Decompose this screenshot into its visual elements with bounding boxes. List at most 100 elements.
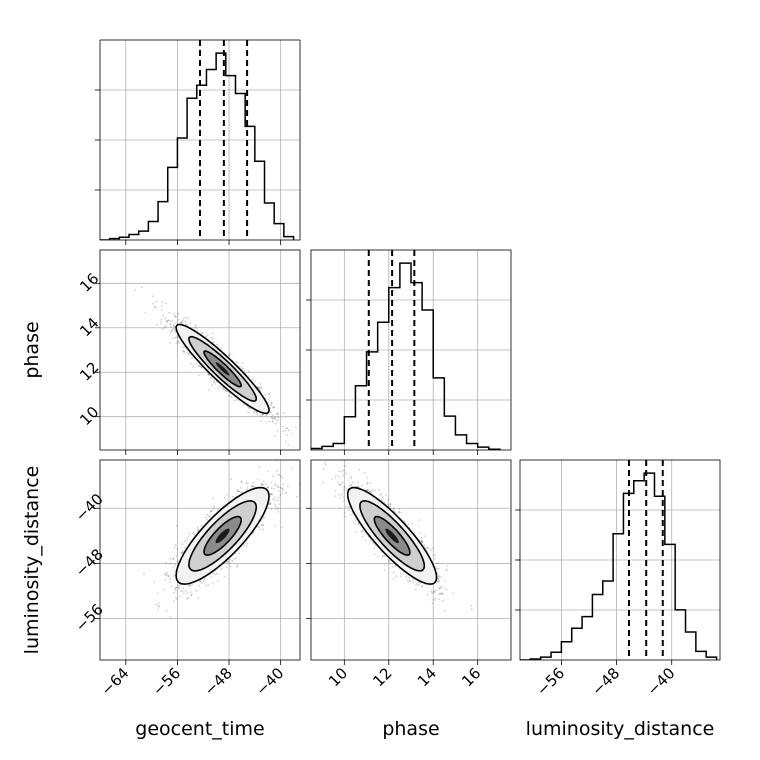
sample-point bbox=[345, 505, 347, 508]
sample-point bbox=[253, 410, 256, 413]
sample-point bbox=[277, 473, 279, 476]
sample-point bbox=[238, 552, 241, 555]
sample-point bbox=[433, 598, 435, 601]
sample-point bbox=[279, 475, 282, 478]
sample-point bbox=[230, 395, 233, 398]
sample-point bbox=[256, 413, 258, 416]
sample-point bbox=[178, 585, 180, 587]
sample-point bbox=[223, 575, 226, 578]
sample-point bbox=[388, 560, 390, 562]
sample-point bbox=[264, 394, 267, 396]
sample-point bbox=[173, 329, 176, 332]
histogram-step-line bbox=[100, 52, 295, 240]
sample-point bbox=[432, 547, 435, 550]
sample-point bbox=[197, 374, 200, 377]
sample-point bbox=[177, 318, 180, 321]
sample-point bbox=[209, 515, 212, 518]
sample-point bbox=[155, 300, 158, 303]
x-tick-label: −40 bbox=[252, 664, 287, 699]
sample-point bbox=[186, 597, 189, 600]
sample-point bbox=[174, 588, 177, 590]
sample-point bbox=[184, 320, 187, 323]
sample-point bbox=[192, 365, 195, 368]
sample-point bbox=[284, 430, 287, 432]
sample-point bbox=[199, 581, 202, 583]
sample-point bbox=[262, 524, 264, 526]
sample-point bbox=[334, 477, 337, 479]
sample-point bbox=[258, 528, 261, 531]
sample-point bbox=[205, 584, 207, 587]
sample-point bbox=[200, 366, 203, 368]
sample-point bbox=[143, 572, 145, 575]
sample-point bbox=[266, 487, 269, 490]
sample-point bbox=[247, 482, 249, 485]
sample-point bbox=[270, 481, 273, 484]
sample-point bbox=[181, 319, 184, 322]
sample-point bbox=[250, 485, 253, 488]
sample-point bbox=[151, 295, 154, 298]
sample-point bbox=[156, 323, 158, 326]
sample-point bbox=[341, 493, 344, 496]
sample-point bbox=[392, 578, 395, 580]
sample-point bbox=[287, 485, 289, 487]
sample-point bbox=[258, 388, 261, 391]
sample-point bbox=[267, 470, 269, 472]
sample-point bbox=[174, 331, 177, 334]
sample-point bbox=[225, 561, 228, 564]
x-tick-label: −64 bbox=[98, 664, 133, 699]
sample-point bbox=[153, 580, 156, 583]
sample-point bbox=[342, 496, 345, 499]
sample-point bbox=[438, 576, 440, 579]
sample-point bbox=[169, 557, 172, 560]
sample-point bbox=[174, 589, 177, 591]
sample-point bbox=[426, 546, 429, 549]
sample-point bbox=[438, 593, 440, 596]
density-clip bbox=[321, 461, 473, 612]
sample-point bbox=[252, 378, 255, 381]
sample-point bbox=[392, 566, 394, 568]
sample-point bbox=[169, 320, 172, 323]
sample-point bbox=[414, 588, 417, 591]
sample-point bbox=[155, 603, 158, 606]
sample-point bbox=[360, 485, 363, 487]
sample-point bbox=[231, 495, 234, 498]
sample-point bbox=[166, 574, 168, 577]
sample-point bbox=[342, 474, 345, 477]
sample-point bbox=[172, 558, 175, 560]
sample-point bbox=[223, 387, 226, 390]
sample-point bbox=[273, 435, 276, 438]
sample-point bbox=[160, 322, 162, 325]
sample-point bbox=[212, 497, 214, 500]
sample-point bbox=[246, 486, 249, 489]
y-tick-label: −56 bbox=[72, 600, 107, 635]
sample-point bbox=[277, 489, 280, 492]
sample-point bbox=[341, 481, 344, 484]
sample-point bbox=[204, 577, 206, 579]
sample-point bbox=[369, 539, 372, 542]
sample-point bbox=[169, 563, 172, 565]
sample-point bbox=[273, 488, 276, 490]
sample-point bbox=[172, 600, 175, 602]
sample-point bbox=[156, 592, 159, 595]
sample-point bbox=[176, 598, 179, 600]
sample-point bbox=[274, 503, 277, 506]
sample-point bbox=[177, 340, 180, 343]
sample-point bbox=[408, 580, 411, 582]
x-tick-label: −56 bbox=[149, 664, 184, 699]
sample-point bbox=[225, 390, 227, 393]
sample-point bbox=[331, 478, 333, 480]
sample-point bbox=[272, 406, 275, 409]
sample-point bbox=[409, 580, 412, 582]
sample-point bbox=[443, 587, 446, 590]
sample-point bbox=[175, 342, 178, 344]
sample-point bbox=[197, 597, 200, 600]
sample-point bbox=[200, 366, 203, 369]
sample-point bbox=[166, 321, 169, 323]
sample-point bbox=[173, 324, 176, 327]
sample-point bbox=[239, 487, 242, 489]
sample-point bbox=[285, 427, 288, 430]
sample-point bbox=[203, 578, 206, 581]
sample-point bbox=[343, 488, 346, 491]
sample-point bbox=[255, 411, 258, 414]
sample-point bbox=[188, 584, 191, 587]
